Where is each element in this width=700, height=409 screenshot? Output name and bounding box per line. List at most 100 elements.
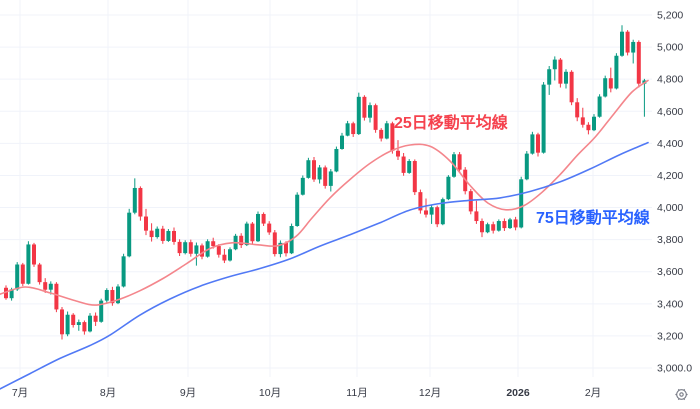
time-axis-label: 8月 <box>100 387 116 399</box>
gear-icon-tooth <box>677 398 680 401</box>
price-axis[interactable]: 5,200 5,000 4,800 4,600 4,400 4,200 4,000 3,800… <box>657 10 692 375</box>
candle-down <box>312 160 316 180</box>
candle-down <box>82 322 87 332</box>
gear-icon-outer <box>676 389 687 400</box>
candle-up <box>104 290 109 301</box>
price-axis-label: 5,000 <box>657 42 683 54</box>
candle-down <box>284 242 288 254</box>
candle-up <box>340 135 344 149</box>
moving-average-layer <box>0 79 649 390</box>
candle-down <box>37 264 42 283</box>
candle-down <box>239 235 244 246</box>
grid-layer <box>0 0 652 377</box>
candle-down <box>20 264 25 284</box>
candle-up <box>99 300 104 322</box>
candle-down <box>160 228 165 241</box>
candle-down <box>43 282 48 290</box>
candle-down <box>491 224 496 231</box>
candle-down <box>418 192 423 211</box>
candle-down <box>272 232 277 255</box>
candle-down <box>480 221 484 233</box>
candle-up <box>524 153 529 180</box>
time-axis-label: 9月 <box>180 387 196 399</box>
candle-down <box>188 242 193 254</box>
candle-down <box>569 71 574 103</box>
candle-down <box>412 161 417 193</box>
candle-up <box>194 245 199 254</box>
time-axis-label: 2026 <box>506 387 530 399</box>
candle-down <box>373 105 378 130</box>
time-axis-label: 11月 <box>346 387 367 399</box>
candle-up <box>496 221 501 231</box>
candle-up <box>597 96 602 117</box>
candle-down <box>608 78 613 89</box>
candle-down <box>211 241 216 247</box>
candle-up <box>127 212 132 257</box>
candle-up <box>9 289 14 299</box>
candle-up <box>530 134 535 154</box>
candle-up <box>48 283 53 290</box>
candle-up <box>345 123 350 136</box>
chart-pane[interactable]: 25日移動平均線 75日移動平均線 <box>0 25 650 390</box>
candle-up <box>519 179 524 228</box>
time-axis-label: 2月 <box>585 387 601 399</box>
candle-down <box>4 287 8 299</box>
candle-down <box>177 241 182 254</box>
candle-up <box>547 69 552 85</box>
candle-up <box>552 59 557 70</box>
candle-down <box>110 290 115 304</box>
candle-up <box>183 242 188 254</box>
candle-up <box>592 116 596 131</box>
candle-up <box>317 167 322 180</box>
candle-up <box>614 55 619 89</box>
gear-icon-tooth <box>683 388 686 391</box>
candle-up <box>446 176 451 200</box>
candle-up <box>300 177 305 195</box>
candle-up <box>278 242 283 255</box>
candle-up <box>256 213 260 242</box>
settings-icon[interactable] <box>675 388 688 401</box>
ma75-line[interactable] <box>0 141 649 390</box>
candle-up <box>368 105 372 118</box>
candle-down <box>200 245 204 257</box>
candle-up <box>384 123 389 139</box>
candle-up <box>26 244 31 284</box>
candle-up <box>121 256 126 287</box>
price-axis-label: 3,000.0 <box>657 363 692 375</box>
time-axis-label: 7月 <box>12 387 28 399</box>
candle-up <box>228 249 232 261</box>
candle-up <box>132 187 137 213</box>
price-axis-label: 4,200 <box>657 170 683 182</box>
candle-down <box>32 244 36 265</box>
candle-down <box>216 246 221 255</box>
candle-down <box>586 124 591 131</box>
candle-down <box>625 31 630 53</box>
candle-up <box>88 315 92 332</box>
candle-up <box>76 322 81 325</box>
ma25-line[interactable] <box>0 79 649 306</box>
time-axis[interactable]: 7月 8月 9月 10月 11月 12月 2026 2月 <box>12 387 601 399</box>
candle-down <box>513 219 518 228</box>
ma75-label: 75日移動平均線 <box>536 208 650 227</box>
candle-up <box>116 286 120 304</box>
candle-up <box>356 96 361 135</box>
candle-up <box>306 160 311 178</box>
candle-up <box>603 78 608 97</box>
candle-up <box>564 71 568 84</box>
candle-down <box>351 123 356 135</box>
candle-down <box>71 314 76 325</box>
candle-down <box>457 154 462 170</box>
gear-icon-tooth <box>677 388 680 391</box>
candle-up <box>620 31 624 56</box>
price-axis-label: 4,000 <box>657 202 683 214</box>
price-axis-label: 4,400 <box>657 138 683 150</box>
price-axis-label: 4,800 <box>657 74 683 86</box>
candle-down <box>250 223 255 242</box>
candle-up <box>429 207 434 215</box>
candle-down <box>60 309 64 335</box>
candle-up <box>166 230 171 241</box>
price-axis-label: 4,600 <box>657 106 683 118</box>
candle-down <box>636 41 641 84</box>
candle-up <box>295 194 300 226</box>
